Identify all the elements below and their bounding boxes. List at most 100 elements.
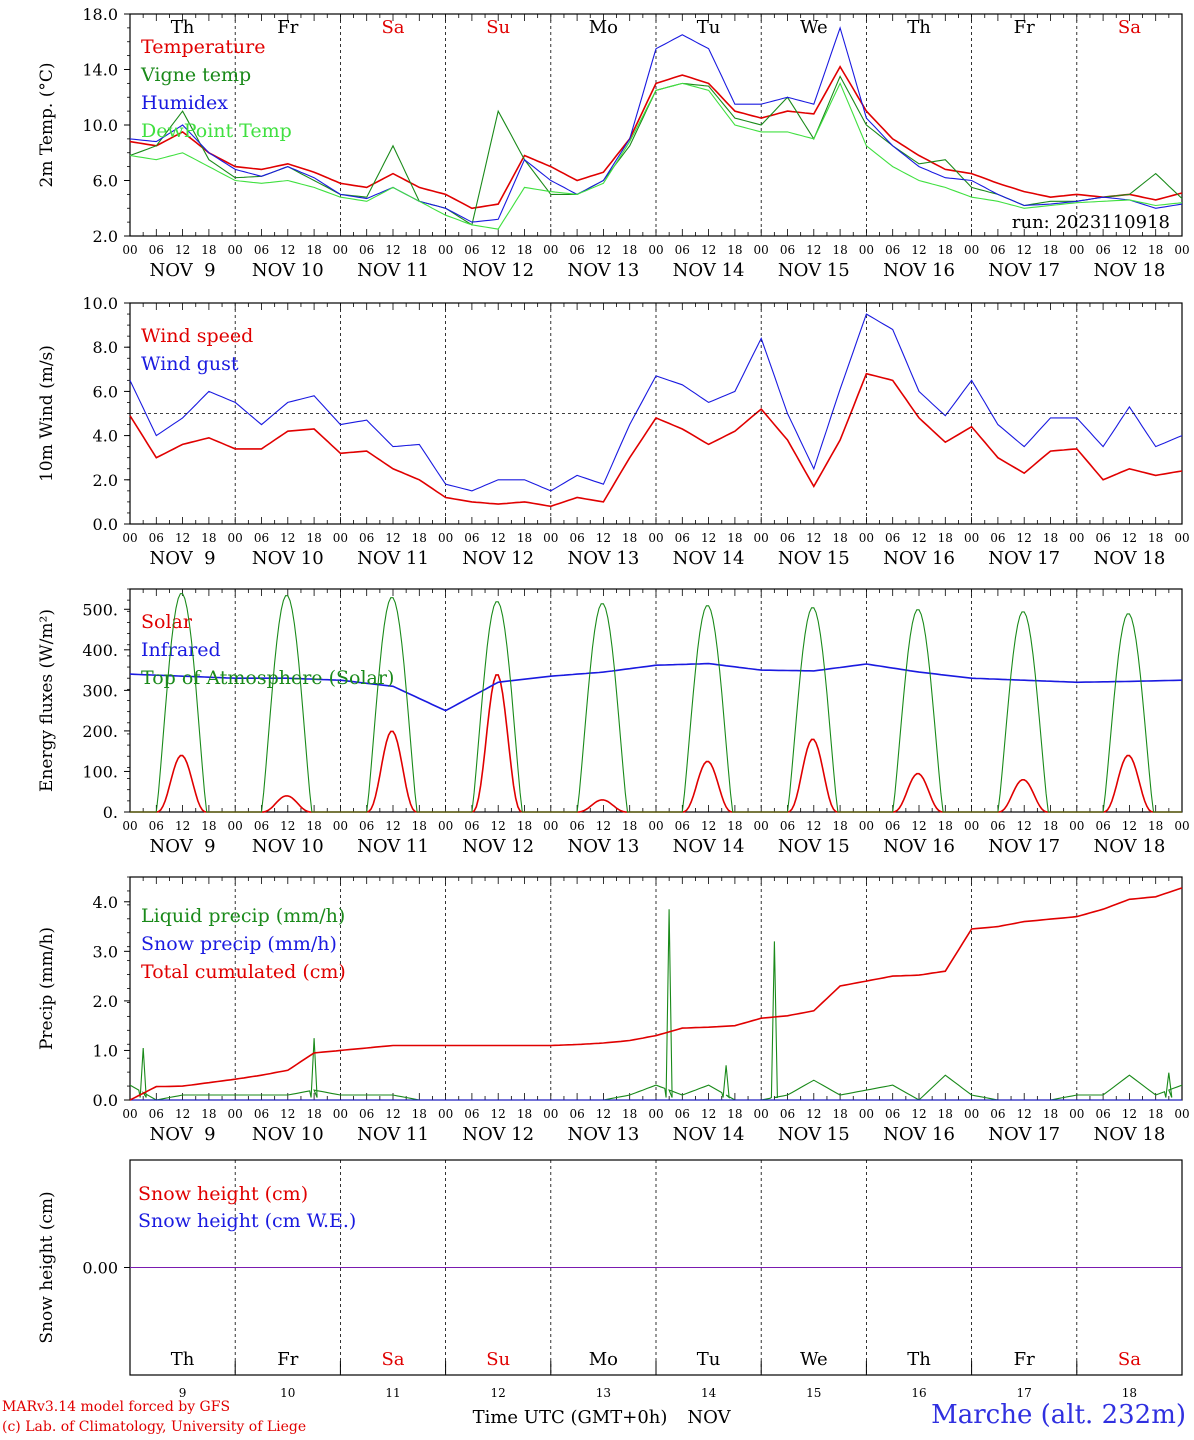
legend-label: Vigne temp	[140, 64, 251, 86]
legend-label: Top of Atmosphere (Solar)	[141, 667, 394, 689]
hour-tick-label: 00	[964, 1107, 979, 1121]
series-line-wind-speed	[129, 372, 1183, 508]
hour-tick-label: 12	[1017, 819, 1032, 833]
hour-tick-label: 18	[306, 243, 321, 257]
location-label: Marche (alt. 232m)	[931, 1400, 1186, 1430]
hour-tick-label: 06	[254, 531, 269, 545]
hour-tick-label: 06	[464, 531, 479, 545]
hour-tick-label: 00	[122, 531, 137, 545]
date-label: NOV 17	[988, 260, 1060, 281]
hour-tick-label: 18	[412, 819, 427, 833]
legend-label: Humidex	[141, 92, 228, 114]
hour-tick-label: 12	[701, 531, 716, 545]
day-label: Fr	[277, 17, 298, 38]
y-tick-label: 8.0	[93, 338, 118, 357]
day-label: Tu	[697, 1349, 721, 1370]
hour-tick-label: 18	[727, 243, 742, 257]
hour-tick-label: 00	[1174, 531, 1189, 545]
hour-tick-label: 12	[701, 819, 716, 833]
hour-tick-label: 00	[754, 243, 769, 257]
hour-tick-label: 12	[911, 819, 926, 833]
hour-tick-label: 06	[359, 1107, 374, 1121]
day-label: Sa	[1118, 1349, 1141, 1370]
y-tick-label: 300.	[82, 681, 118, 700]
date-label: NOV 11	[357, 548, 429, 569]
hour-tick-label: 00	[228, 819, 243, 833]
hour-tick-label: 18	[306, 819, 321, 833]
hour-tick-label: 18	[938, 819, 953, 833]
hour-tick-label: 12	[1017, 243, 1032, 257]
hour-tick-label: 06	[149, 243, 164, 257]
hour-tick-label: 18	[1043, 243, 1058, 257]
day-label: Su	[486, 17, 510, 38]
date-label: NOV 17	[988, 836, 1060, 857]
hour-tick-label: 00	[1174, 243, 1189, 257]
date-label: NOV 16	[883, 260, 955, 281]
hour-tick-label: 06	[780, 531, 795, 545]
date-label: NOV 18	[1093, 260, 1165, 281]
hour-tick-label: 06	[569, 243, 584, 257]
legend-label: DewPoint Temp	[141, 120, 292, 142]
hour-tick-label: 00	[1069, 243, 1084, 257]
y-tick-label: 10.0	[82, 116, 118, 135]
hour-tick-label: 06	[149, 531, 164, 545]
y-tick-label: 500.	[82, 600, 118, 619]
hour-tick-label: 12	[596, 243, 611, 257]
hour-tick-label: 18	[1043, 819, 1058, 833]
hour-tick-label: 06	[569, 819, 584, 833]
day-label: Sa	[381, 17, 404, 38]
hour-tick-label: 00	[859, 243, 874, 257]
hour-tick-label: 12	[280, 1107, 295, 1121]
date-label: NOV 9	[150, 548, 216, 569]
hour-tick-label: 00	[964, 531, 979, 545]
day-label: Fr	[1014, 1349, 1035, 1370]
hour-tick-label: 00	[859, 531, 874, 545]
hour-tick-label: 00	[228, 1107, 243, 1121]
y-tick-label: 10.0	[82, 294, 118, 313]
legend-label: Solar	[141, 611, 193, 633]
hour-tick-label: 00	[754, 819, 769, 833]
date-label: NOV 10	[252, 260, 324, 281]
hour-tick-label: 00	[543, 819, 558, 833]
y-tick-label: 400.	[82, 641, 118, 660]
hour-tick-label: 12	[385, 1107, 400, 1121]
y-tick-label: 0.	[103, 803, 118, 822]
hour-tick-label: 06	[569, 531, 584, 545]
date-label: NOV 10	[252, 548, 324, 569]
hour-tick-label: 18	[727, 1107, 742, 1121]
hour-tick-label: 12	[1122, 1107, 1137, 1121]
date-label: NOV 13	[567, 548, 639, 569]
hour-tick-label: 00	[333, 531, 348, 545]
hour-tick-label: 18	[201, 1107, 216, 1121]
hour-tick-label: 00	[438, 531, 453, 545]
hour-tick-label: 06	[359, 243, 374, 257]
day-label: Mo	[589, 1349, 618, 1370]
hour-tick-label: 18	[1148, 1107, 1163, 1121]
date-label: NOV 17	[988, 1124, 1060, 1145]
hour-tick-label: 12	[806, 243, 821, 257]
hour-tick-label: 00	[1069, 819, 1084, 833]
series-line-infrared	[129, 662, 1183, 712]
hour-tick-label: 06	[990, 243, 1005, 257]
hour-tick-label: 06	[149, 819, 164, 833]
y-tick-label: 2.0	[93, 992, 118, 1011]
series-line-wind-gust	[129, 313, 1183, 492]
y-tick-label: 0.0	[93, 1091, 118, 1110]
hour-tick-label: 06	[569, 1107, 584, 1121]
hour-tick-label: 12	[596, 531, 611, 545]
hour-tick-label: 00	[964, 819, 979, 833]
date-label: NOV 13	[567, 836, 639, 857]
hour-tick-label: 12	[491, 243, 506, 257]
hour-tick-label: 12	[1122, 243, 1137, 257]
date-label: NOV 16	[883, 1124, 955, 1145]
day-label: Tu	[697, 17, 721, 38]
hour-tick-label: 06	[149, 1107, 164, 1121]
day-number: 13	[596, 1386, 611, 1400]
hour-tick-label: 12	[1122, 819, 1137, 833]
hour-tick-label: 00	[543, 243, 558, 257]
y-axis-label: 10m Wind (m/s)	[37, 345, 57, 482]
hour-tick-label: 06	[885, 1107, 900, 1121]
hour-tick-label: 06	[464, 819, 479, 833]
hour-tick-label: 06	[675, 1107, 690, 1121]
hour-tick-label: 18	[517, 531, 532, 545]
